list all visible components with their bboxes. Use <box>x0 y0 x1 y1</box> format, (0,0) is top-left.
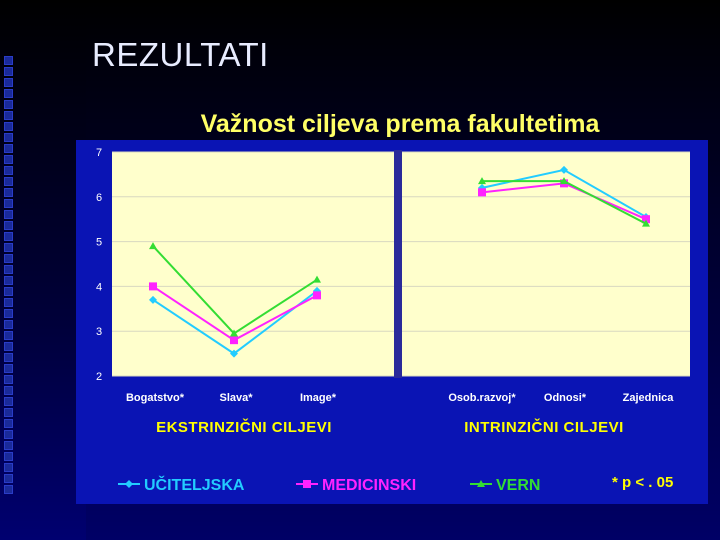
left-decoration-strip <box>0 0 86 540</box>
diamond-marker <box>560 165 568 174</box>
legend-label: UČITELJSKA <box>144 475 245 494</box>
decorative-square <box>4 386 13 395</box>
triangle-marker <box>642 219 650 227</box>
legend: UČITELJSKA MEDICINSKI VERN <box>118 475 540 494</box>
plot-areas <box>112 150 690 378</box>
significance-note: * p < . 05 <box>612 474 673 491</box>
decorative-square <box>4 67 13 76</box>
y-tick-label: 5 <box>96 237 102 249</box>
decorative-square <box>4 78 13 87</box>
decorative-square <box>4 166 13 175</box>
square-marker <box>313 291 321 300</box>
decorative-square <box>4 199 13 208</box>
y-tick-label: 4 <box>96 281 102 293</box>
decorative-square <box>4 441 13 450</box>
decorative-square <box>4 397 13 406</box>
series-layer <box>149 165 650 358</box>
triangle-marker <box>477 480 485 487</box>
diamond-marker <box>125 480 133 488</box>
triangle-marker <box>230 329 238 337</box>
decorative-square <box>4 144 13 153</box>
panel-divider <box>394 150 402 378</box>
decorative-square <box>4 265 13 274</box>
square-marker <box>149 282 157 291</box>
category-label: Slava* <box>219 392 253 404</box>
decorative-square <box>4 133 13 142</box>
decorative-square <box>4 221 13 230</box>
decorative-square <box>4 430 13 439</box>
decorative-square <box>4 364 13 373</box>
decorative-square <box>4 320 13 329</box>
decorative-square <box>4 111 13 120</box>
square-marker <box>478 188 486 197</box>
decorative-square <box>4 89 13 98</box>
decorative-square <box>4 276 13 285</box>
decorative-square <box>4 155 13 164</box>
triangle-marker <box>149 242 157 250</box>
decorative-square <box>4 298 13 307</box>
diamond-marker <box>230 349 238 358</box>
legend-label: MEDICINSKI <box>322 477 416 494</box>
decorative-squares <box>4 56 18 496</box>
y-tick-label: 7 <box>96 147 102 159</box>
square-marker <box>230 336 238 345</box>
decorative-square <box>4 177 13 186</box>
group-labels: EKSTRINZIČNI CILJEVI INTRINZIČNI CILJEVI <box>156 418 624 436</box>
legend-label: VERN <box>496 477 540 494</box>
decorative-square <box>4 408 13 417</box>
triangle-marker <box>478 177 486 185</box>
y-tick-label: 2 <box>96 371 102 383</box>
decorative-square <box>4 452 13 461</box>
y-tick-label: 3 <box>96 326 102 338</box>
decorative-square <box>4 342 13 351</box>
square-marker <box>642 215 650 224</box>
diamond-marker <box>149 295 157 304</box>
decorative-square <box>4 56 13 65</box>
y-tick-label: 6 <box>96 192 102 204</box>
decorative-square <box>4 474 13 483</box>
decorative-square <box>4 309 13 318</box>
decorative-square <box>4 331 13 340</box>
decorative-square <box>4 243 13 252</box>
decorative-square <box>4 463 13 472</box>
slide-title: REZULTATI <box>92 36 269 73</box>
decorative-square <box>4 375 13 384</box>
decorative-square <box>4 232 13 241</box>
group-label: EKSTRINZIČNI CILJEVI <box>156 418 332 436</box>
plot-area-1 <box>112 152 394 376</box>
decorative-square <box>4 210 13 219</box>
decorative-square <box>4 353 13 362</box>
y-axis-ticks: 2 3 4 5 6 7 <box>96 147 102 383</box>
decorative-square <box>4 254 13 263</box>
triangle-marker <box>560 177 568 185</box>
group-label: INTRINZIČNI CILJEVI <box>464 418 624 436</box>
category-label: Zajednica <box>623 392 675 404</box>
category-label: Osob.razvoj* <box>448 392 516 404</box>
decorative-square <box>4 100 13 109</box>
decorative-square <box>4 485 13 494</box>
square-marker <box>303 480 311 488</box>
category-label: Image* <box>300 392 337 404</box>
chart-title: Važnost ciljeva prema fakultetima <box>200 110 600 138</box>
plot-area-2 <box>402 152 690 376</box>
decorative-square <box>4 287 13 296</box>
decorative-square <box>4 419 13 428</box>
category-labels: Bogatstvo* Slava* Image* Osob.razvoj* Odnosi… <box>126 392 674 404</box>
category-label: Bogatstvo* <box>126 392 185 404</box>
triangle-marker <box>313 275 321 283</box>
decorative-square <box>4 188 13 197</box>
decorative-square <box>4 122 13 131</box>
category-label: Odnosi* <box>544 392 587 404</box>
